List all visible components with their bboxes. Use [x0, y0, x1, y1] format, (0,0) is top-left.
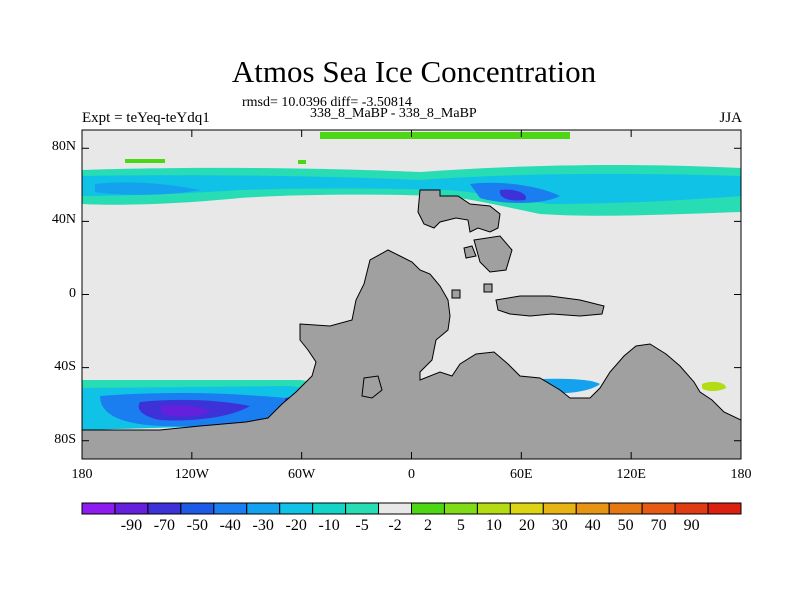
plot-title: Atmos Sea Ice Concentration: [231, 54, 597, 89]
axis-ticks: [81, 130, 742, 459]
colorbar-swatch: [707, 502, 742, 515]
colorbar-swatch: [476, 502, 511, 515]
north-anomaly-center: [499, 189, 526, 201]
x-tick-label: 180: [730, 467, 752, 482]
colorbar-label: 10: [485, 517, 502, 534]
colorbar-swatch: [312, 502, 347, 515]
colorbar-swatch: [81, 502, 116, 515]
land-ne-asia: [473, 235, 513, 273]
colorbar-label: -2: [388, 517, 402, 534]
case-subtitle: 338_8_MaBP - 338_8_MaBP: [310, 106, 477, 121]
colorbar-swatch: [542, 502, 577, 515]
south-anomaly-center: [160, 405, 210, 417]
colorbar-swatch: [674, 502, 709, 515]
colorbar-label: 20: [518, 517, 535, 534]
colorbar-swatch: [213, 502, 248, 515]
colorbar-swatch: [411, 502, 445, 515]
colorbar-label: -5: [355, 517, 369, 534]
y-tick-label: 0: [69, 285, 76, 301]
colorbar-label: 2: [423, 517, 432, 534]
colorbar-swatch: [180, 502, 215, 515]
colorbar-swatch: [246, 502, 281, 515]
arctic-positive-patch-west: [125, 159, 165, 163]
colorbar-swatch: [509, 502, 544, 515]
y-tick-label: 80S: [54, 431, 76, 447]
land-small-isle-2: [483, 283, 493, 293]
colorbar-swatch: [575, 502, 610, 515]
north-anomaly-band-mid: [82, 173, 741, 204]
south-pacific-positive: [702, 381, 726, 391]
colorbar-swatch: [345, 502, 380, 515]
colorbar-label: 50: [617, 517, 634, 534]
colorbar: [81, 502, 742, 515]
colorbar-swatch: [641, 502, 676, 515]
colorbar-swatch: [608, 502, 643, 515]
colorbar-label: 5: [456, 517, 465, 534]
land-small-isle-1: [451, 289, 461, 299]
colorbar-label: 40: [584, 517, 601, 534]
colorbar-swatch: [279, 502, 314, 515]
colorbar-label: -40: [219, 517, 241, 534]
season-label: JJA: [719, 110, 742, 126]
y-tick-label: 80N: [51, 139, 76, 155]
colorbar-label: -70: [153, 517, 176, 534]
colorbar-swatch: [147, 502, 182, 515]
colorbar-label: 70: [650, 517, 667, 534]
x-tick-label: 60W: [288, 467, 316, 482]
north-anomaly-west: [95, 182, 200, 195]
colorbar-label: -10: [318, 517, 340, 534]
x-tick-label: 180: [71, 467, 93, 482]
land-south-america: [361, 375, 383, 399]
stats-line: rmsd= 10.0396 diff= -3.50814: [242, 95, 412, 110]
colorbar-swatch: [443, 502, 478, 515]
land-indonesia: [495, 295, 605, 317]
x-tick-label: 0: [408, 467, 415, 482]
colorbar-label: -30: [252, 517, 274, 534]
y-tick-label: 40S: [54, 358, 76, 374]
arctic-small-patch: [298, 160, 306, 164]
colorbar-swatch: [378, 502, 412, 515]
land-pacific-island: [463, 245, 477, 259]
arctic-positive-patch: [320, 132, 570, 139]
colorbar-swatch: [114, 502, 149, 515]
colorbar-label: -90: [120, 517, 143, 534]
colorbar-label: -50: [186, 517, 208, 534]
colorbar-label: 90: [683, 517, 700, 534]
x-tick-label: 60E: [510, 467, 533, 482]
land-africa-asia: [82, 249, 741, 459]
x-tick-label: 120E: [616, 467, 646, 482]
land-eurasia-north: [417, 189, 501, 233]
y-tick-label: 40N: [51, 212, 76, 228]
experiment-label: Expt = teYeq-teYdq1: [82, 110, 210, 126]
colorbar-label: -20: [285, 517, 307, 534]
colorbar-label: 30: [551, 517, 568, 534]
x-tick-label: 120W: [174, 467, 209, 482]
land-masses: [82, 189, 741, 459]
